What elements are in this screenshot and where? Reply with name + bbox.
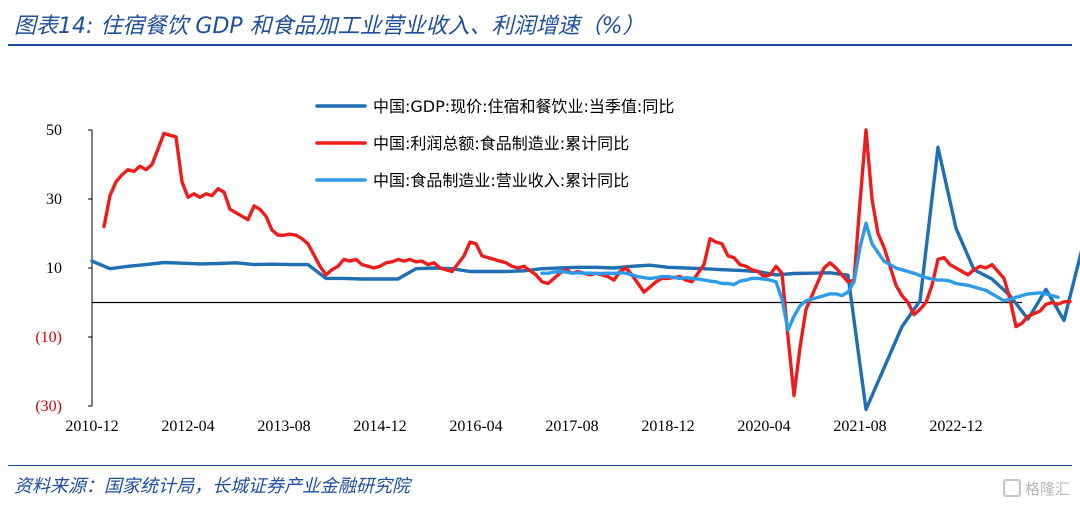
legend-label: 中国:GDP:现价:住宿和餐饮业:当季值:同比 xyxy=(373,97,674,116)
x-tick-label: 2016-04 xyxy=(449,418,502,435)
watermark-text: 格隆汇 xyxy=(1024,480,1070,498)
title-rule xyxy=(8,44,1072,46)
x-tick-label: 2020-04 xyxy=(737,418,790,435)
y-tick-label: (30) xyxy=(35,398,62,415)
source-note: 资料来源：国家统计局，长城证券产业金融研究院 xyxy=(14,476,410,497)
chart-legend: 中国:GDP:现价:住宿和餐饮业:当季值:同比中国:利润总额:食品制造业:累计同… xyxy=(315,97,674,190)
watermark: 格隆汇 xyxy=(1002,478,1070,499)
x-tick-label: 2012-04 xyxy=(161,418,214,435)
chart-series xyxy=(90,128,1080,412)
legend-label: 中国:利润总额:食品制造业:累计同比 xyxy=(373,134,629,153)
x-tick-label: 2022-12 xyxy=(929,418,982,435)
x-tick-label: 2013-08 xyxy=(257,418,310,435)
series-line-3 xyxy=(540,221,1060,332)
y-tick-label: (10) xyxy=(35,329,62,346)
x-tick-label: 2021-08 xyxy=(833,418,886,435)
chart-axes: 50 30 10 (10) (30)2010-12 2012-04 2013-08 2014-… xyxy=(35,122,1022,435)
x-tick-label: 2010-12 xyxy=(65,418,118,435)
x-tick-label: 2017-08 xyxy=(545,418,598,435)
source-rule xyxy=(8,465,1072,466)
figure-title: 图表14: 住宿餐饮 GDP 和食品加工业营业收入、利润增速（%） xyxy=(14,14,645,39)
x-tick-label: 2014-12 xyxy=(353,418,406,435)
series-line-1 xyxy=(90,145,1080,412)
y-tick-label: 50 xyxy=(46,122,62,139)
legend-label: 中国:食品制造业:营业收入:累计同比 xyxy=(373,171,629,190)
watermark-logo-icon xyxy=(1002,479,1021,497)
y-tick-label: 30 xyxy=(46,191,62,208)
x-tick-label: 2018-12 xyxy=(641,418,694,435)
y-tick-label: 10 xyxy=(46,260,62,277)
